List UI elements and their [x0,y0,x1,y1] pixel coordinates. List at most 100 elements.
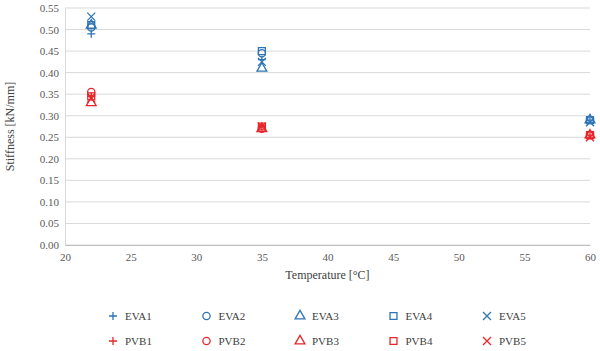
grid-line [65,51,590,52]
grid-line [65,180,590,181]
x-tick: 40 [323,245,335,263]
x-tick-label: 55 [519,251,531,263]
legend-symbol [483,312,491,320]
y-tick-label: 0.05 [40,217,60,229]
series [87,13,594,127]
grid-line [65,29,590,30]
point [258,123,266,131]
y-tick: 0.55 [40,2,65,14]
grid-line [65,115,590,116]
y-tick-label: 0.20 [40,153,60,165]
legend-label: EVA1 [125,310,152,322]
x-tick-label: 50 [454,251,466,263]
plot: 0.00 0.05 0.10 0.15 0.20 0.25 0.30 0.35 0.40 0.45… [40,2,597,263]
grid-line [65,245,590,246]
chart: 0.00 0.05 0.10 0.15 0.20 0.25 0.30 0.35 0.40 0.45… [0,0,600,351]
x-axis-title: Temperature [°C] [285,268,369,282]
legend-item: PVB1 [109,335,152,347]
x-tick: 25 [126,245,138,263]
legend-label: PVB3 [312,335,339,347]
x-tick-label: 30 [191,251,203,263]
legend-label: PVB1 [125,335,152,347]
point [88,88,95,95]
series [87,94,594,141]
series [86,20,595,123]
points [86,13,595,142]
y-axis-line [65,9,66,246]
y-axis-title: Stiffness [kN/mm] [3,82,17,171]
legend-item: EVA2 [203,310,245,322]
y-tick-label: 0.30 [40,110,60,122]
y-tick: 0.45 [40,45,65,57]
grid [65,8,590,245]
y-tick-label: 0.10 [40,196,60,208]
y-tick-label: 0.25 [40,131,60,143]
y-axis: 0.00 0.05 0.10 0.15 0.20 0.25 0.30 0.35 0.40 0.45… [40,2,66,251]
x-tick: 35 [257,245,269,263]
y-tick: 0.30 [40,110,65,122]
point [257,63,267,71]
x-tick-label: 35 [257,251,269,263]
x-tick: 55 [519,245,531,263]
point [87,94,95,102]
y-tick: 0.00 [40,239,65,251]
x-tick: 30 [191,245,203,263]
y-tick: 0.50 [40,24,65,36]
x-axis: 202530354045505560 [60,245,597,263]
legend-symbol [109,312,117,320]
x-tick: 50 [454,245,466,263]
legend-item: PVB5 [483,335,526,347]
y-tick-label: 0.40 [40,67,60,79]
series [88,88,594,138]
y-tick-label: 0.50 [40,24,60,36]
series [88,24,594,124]
x-axis-line [66,245,591,246]
grid-line [65,72,590,73]
point [586,133,594,141]
point [258,123,265,130]
x-tick: 45 [388,245,400,263]
y-tick: 0.20 [40,153,65,165]
legend-label: PVB5 [499,335,526,347]
series [88,93,594,139]
legend-symbol [295,335,305,343]
x-tick-label: 25 [126,251,138,263]
series [86,97,595,138]
legend-symbol [483,337,491,345]
x-tick: 20 [60,245,72,263]
legend-symbol [390,338,397,345]
legend-item: EVA4 [390,310,433,322]
x-tick-label: 40 [323,251,335,263]
y-tick: 0.15 [40,174,65,186]
point [88,22,95,29]
legend-item: PVB3 [295,335,339,347]
legend-label: EVA3 [312,310,339,322]
series [87,92,594,139]
grid-line [65,158,590,159]
point [258,50,265,57]
legend-label: EVA4 [406,310,433,322]
legend-symbol [390,313,397,320]
grid-line [65,201,590,202]
grid-line [65,8,590,9]
legend-item: PVB2 [203,335,246,347]
legend-symbol [109,337,117,345]
legend-item: EVA3 [295,310,339,322]
legend-symbol [203,337,210,344]
legend-item: EVA5 [483,310,526,322]
point [87,13,95,21]
legend-label: PVB2 [219,335,246,347]
y-tick: 0.35 [40,88,65,100]
y-tick: 0.10 [40,196,65,208]
point [586,118,594,126]
grid-line [65,94,590,95]
legend-symbol [295,310,305,318]
legend-item: PVB4 [390,335,433,347]
y-tick: 0.40 [40,67,65,79]
legend-label: PVB4 [406,335,433,347]
x-tick-label: 45 [388,251,400,263]
series [87,30,594,124]
legend-item: EVA1 [109,310,152,322]
legend-label: EVA2 [219,310,246,322]
grid-line [65,137,590,138]
